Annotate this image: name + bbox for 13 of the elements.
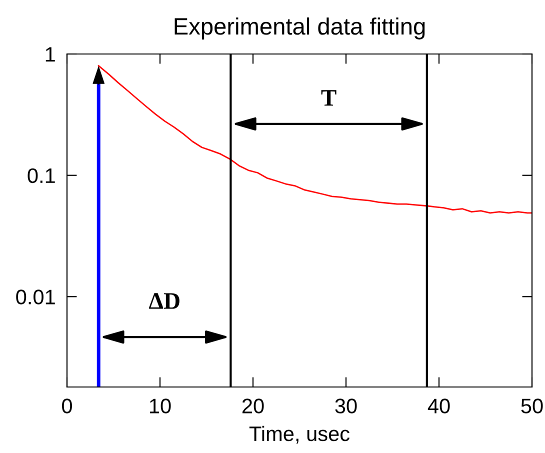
x-tick-label: 50 xyxy=(521,398,543,414)
chart-title: Experimental data fitting xyxy=(174,17,425,40)
x-tick-label: 0 xyxy=(62,398,72,414)
annotation: ΔD xyxy=(149,293,180,309)
y-tick-label: 0.1 xyxy=(28,168,55,184)
annotation: T xyxy=(321,90,336,106)
x-tick-label: 10 xyxy=(150,398,171,414)
y-tick-label: 1 xyxy=(46,47,55,62)
y-tick-label: 0.01 xyxy=(16,290,55,304)
x-axis-title: Time, usec xyxy=(249,426,350,444)
x-tick-label: 20 xyxy=(242,398,264,414)
x-tick-label: 30 xyxy=(335,398,357,414)
x-tick-label: 40 xyxy=(428,398,450,414)
